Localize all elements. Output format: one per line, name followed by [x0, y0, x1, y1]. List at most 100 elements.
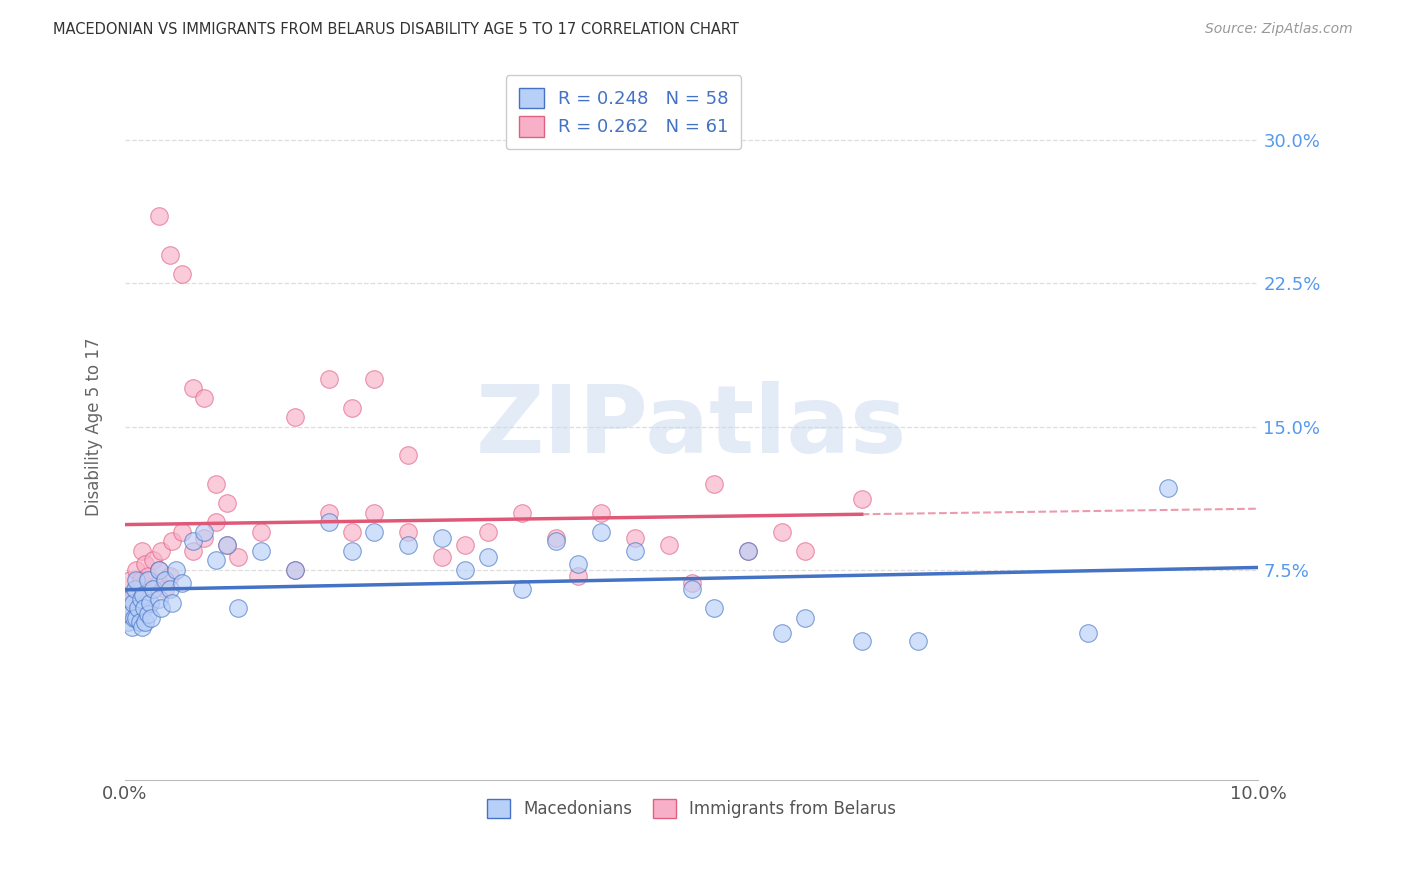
Y-axis label: Disability Age 5 to 17: Disability Age 5 to 17 — [86, 337, 103, 516]
Point — [851, 633, 873, 648]
Point — [204, 553, 226, 567]
Point — [170, 267, 193, 281]
Point — [148, 210, 170, 224]
Point — [363, 372, 385, 386]
Point — [127, 601, 149, 615]
Point — [363, 506, 385, 520]
Point — [193, 524, 215, 539]
Point — [170, 524, 193, 539]
Point — [226, 549, 249, 564]
Point — [589, 506, 612, 520]
Point — [139, 595, 162, 609]
Point — [284, 563, 307, 577]
Point — [153, 573, 176, 587]
Point — [131, 620, 153, 634]
Point — [115, 591, 138, 606]
Point — [250, 544, 273, 558]
Point — [703, 477, 725, 491]
Point — [120, 573, 142, 587]
Point — [136, 568, 159, 582]
Point — [318, 515, 340, 529]
Point — [215, 538, 238, 552]
Point — [139, 611, 162, 625]
Point — [162, 534, 184, 549]
Point — [510, 506, 533, 520]
Point — [150, 544, 173, 558]
Point — [117, 607, 139, 621]
Point — [128, 615, 150, 629]
Point — [193, 391, 215, 405]
Point — [127, 601, 149, 615]
Point — [658, 538, 681, 552]
Point — [120, 591, 142, 606]
Point — [544, 531, 567, 545]
Text: ZIPatlas: ZIPatlas — [477, 381, 907, 473]
Point — [589, 524, 612, 539]
Point — [770, 626, 793, 640]
Point — [737, 544, 759, 558]
Point — [125, 573, 148, 587]
Point — [544, 534, 567, 549]
Point — [794, 611, 817, 625]
Point — [124, 582, 146, 596]
Point — [215, 538, 238, 552]
Point — [215, 496, 238, 510]
Point — [142, 582, 165, 596]
Point — [396, 524, 419, 539]
Point — [181, 381, 204, 395]
Point — [148, 563, 170, 577]
Point — [851, 492, 873, 507]
Point — [134, 615, 156, 629]
Point — [139, 595, 162, 609]
Point — [703, 601, 725, 615]
Point — [284, 410, 307, 425]
Point — [132, 591, 155, 606]
Point — [624, 531, 647, 545]
Point — [567, 558, 589, 572]
Point — [115, 601, 138, 615]
Point — [121, 595, 143, 609]
Point — [132, 601, 155, 615]
Point — [250, 524, 273, 539]
Point — [737, 544, 759, 558]
Point — [132, 588, 155, 602]
Point — [125, 611, 148, 625]
Point — [142, 553, 165, 567]
Point — [162, 595, 184, 609]
Point — [129, 591, 152, 606]
Point — [129, 573, 152, 587]
Point — [340, 524, 363, 539]
Point — [131, 544, 153, 558]
Point — [150, 601, 173, 615]
Point — [165, 563, 187, 577]
Point — [432, 549, 454, 564]
Point — [1077, 626, 1099, 640]
Point — [148, 576, 170, 591]
Point — [148, 591, 170, 606]
Point — [681, 582, 703, 596]
Point — [454, 563, 477, 577]
Point — [136, 607, 159, 621]
Point — [226, 601, 249, 615]
Point — [121, 620, 143, 634]
Point — [181, 534, 204, 549]
Point — [153, 582, 176, 596]
Point — [510, 582, 533, 596]
Point — [477, 524, 499, 539]
Point — [134, 558, 156, 572]
Legend: Macedonians, Immigrants from Belarus: Macedonians, Immigrants from Belarus — [481, 792, 903, 825]
Point — [118, 607, 141, 621]
Point — [193, 531, 215, 545]
Text: Source: ZipAtlas.com: Source: ZipAtlas.com — [1205, 22, 1353, 37]
Point — [159, 247, 181, 261]
Point — [340, 544, 363, 558]
Point — [681, 576, 703, 591]
Point — [318, 372, 340, 386]
Point — [181, 544, 204, 558]
Point — [170, 576, 193, 591]
Point — [204, 477, 226, 491]
Point — [122, 595, 145, 609]
Point — [432, 531, 454, 545]
Point — [125, 563, 148, 577]
Point — [159, 568, 181, 582]
